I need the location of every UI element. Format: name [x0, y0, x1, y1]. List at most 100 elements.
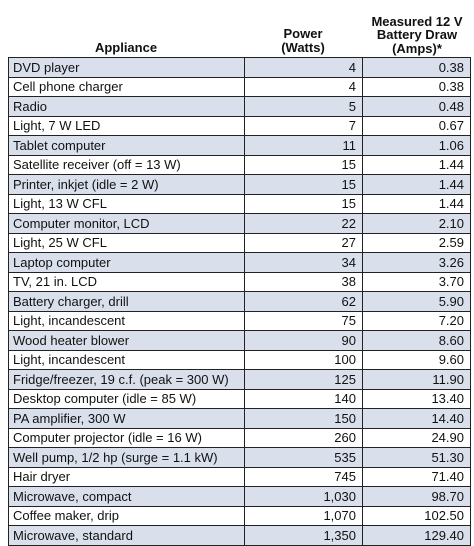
- cell-appliance: DVD player: [8, 57, 245, 78]
- appliance-table-body: DVD player 4 0.38 Cell phone charger 4 0.38 Ra…: [8, 57, 471, 546]
- cell-battery-draw-amps: 129.40: [362, 525, 471, 546]
- cell-power-watts: 4: [244, 76, 363, 97]
- table-row: Desktop computer (idle = 85 W) 140 13.40: [8, 388, 471, 409]
- table-row: Printer, inkjet (idle = 2 W) 15 1.44: [8, 174, 471, 195]
- table-row: Light, 13 W CFL 15 1.44: [8, 193, 471, 214]
- cell-appliance: Light, 7 W LED: [8, 115, 245, 136]
- cell-appliance: Computer monitor, LCD: [8, 213, 245, 234]
- cell-appliance: Laptop computer: [8, 252, 245, 273]
- cell-appliance: Printer, inkjet (idle = 2 W): [8, 174, 245, 195]
- cell-appliance: Light, 13 W CFL: [8, 193, 245, 214]
- cell-battery-draw-amps: 14.40: [362, 408, 471, 429]
- cell-appliance: Light, incandescent: [8, 310, 245, 331]
- cell-power-watts: 1,070: [244, 505, 363, 526]
- cell-power-watts: 7: [244, 115, 363, 136]
- column-header-amps-line3: (Amps)*: [392, 40, 442, 56]
- cell-power-watts: 15: [244, 154, 363, 175]
- cell-battery-draw-amps: 0.67: [362, 115, 471, 136]
- cell-power-watts: 11: [244, 135, 363, 156]
- table-row: DVD player 4 0.38: [8, 57, 471, 78]
- cell-appliance: PA amplifier, 300 W: [8, 408, 245, 429]
- column-header-power-line1: Power: [283, 26, 323, 41]
- cell-battery-draw-amps: 2.10: [362, 213, 471, 234]
- column-header-amps-line2: Battery Draw: [376, 27, 458, 42]
- cell-power-watts: 38: [244, 271, 363, 292]
- cell-appliance: Battery charger, drill: [8, 291, 245, 312]
- table-row: Microwave, compact 1,030 98.70: [8, 486, 471, 507]
- table-row: Microwave, standard 1,350 129.40: [8, 525, 471, 546]
- table-row: PA amplifier, 300 W 150 14.40: [8, 408, 471, 429]
- table-row: Satellite receiver (off = 13 W) 15 1.44: [8, 154, 471, 175]
- cell-appliance: Coffee maker, drip: [8, 505, 245, 526]
- cell-battery-draw-amps: 102.50: [362, 505, 471, 526]
- cell-battery-draw-amps: 71.40: [362, 466, 471, 487]
- cell-appliance: Light, 25 W CFL: [8, 232, 245, 253]
- cell-power-watts: 140: [244, 388, 363, 409]
- cell-appliance: Satellite receiver (off = 13 W): [8, 154, 245, 175]
- cell-appliance: Cell phone charger: [8, 76, 245, 97]
- cell-appliance: Microwave, compact: [8, 486, 245, 507]
- cell-battery-draw-amps: 3.26: [362, 252, 471, 273]
- cell-appliance: Desktop computer (idle = 85 W): [8, 388, 245, 409]
- cell-appliance: Light, incandescent: [8, 349, 245, 370]
- table-row: Well pump, 1/2 hp (surge = 1.1 kW) 535 51.…: [8, 447, 471, 468]
- cell-appliance: Computer projector (idle = 16 W): [8, 427, 245, 448]
- cell-appliance: Hair dryer: [8, 466, 245, 487]
- cell-appliance: Well pump, 1/2 hp (surge = 1.1 kW): [8, 447, 245, 468]
- cell-battery-draw-amps: 5.90: [362, 291, 471, 312]
- cell-power-watts: 62: [244, 291, 363, 312]
- cell-battery-draw-amps: 24.90: [362, 427, 471, 448]
- cell-battery-draw-amps: 1.44: [362, 193, 471, 214]
- column-header-appliance-text: Appliance: [94, 40, 158, 55]
- column-header-amps: Measured 12 V Battery Draw (Amps)*: [362, 13, 472, 56]
- table-row: Battery charger, drill 62 5.90: [8, 291, 471, 312]
- table-header: Appliance Power (Watts) Measured 12 V Ba…: [0, 0, 474, 57]
- cell-power-watts: 260: [244, 427, 363, 448]
- table-row: Hair dryer 745 71.40: [8, 466, 471, 487]
- cell-power-watts: 1,030: [244, 486, 363, 507]
- cell-battery-draw-amps: 9.60: [362, 349, 471, 370]
- table-row: Light, incandescent 100 9.60: [8, 349, 471, 370]
- cell-appliance: Radio: [8, 96, 245, 117]
- table-row: Wood heater blower 90 8.60: [8, 330, 471, 351]
- table-row: Light, 25 W CFL 27 2.59: [8, 232, 471, 253]
- cell-power-watts: 75: [244, 310, 363, 331]
- cell-battery-draw-amps: 98.70: [362, 486, 471, 507]
- column-header-power-line2: (Watts): [281, 40, 325, 55]
- cell-appliance: Tablet computer: [8, 135, 245, 156]
- table-row: Light, incandescent 75 7.20: [8, 310, 471, 331]
- cell-battery-draw-amps: 3.70: [362, 271, 471, 292]
- cell-battery-draw-amps: 1.44: [362, 174, 471, 195]
- table-row: Tablet computer 11 1.06: [8, 135, 471, 156]
- cell-battery-draw-amps: 11.90: [362, 369, 471, 390]
- cell-power-watts: 535: [244, 447, 363, 468]
- cell-battery-draw-amps: 7.20: [362, 310, 471, 331]
- cell-appliance: TV, 21 in. LCD: [8, 271, 245, 292]
- cell-power-watts: 745: [244, 466, 363, 487]
- cell-battery-draw-amps: 0.38: [362, 57, 471, 78]
- cell-power-watts: 27: [244, 232, 363, 253]
- table-row: Cell phone charger 4 0.38: [8, 76, 471, 97]
- cell-battery-draw-amps: 0.38: [362, 76, 471, 97]
- cell-battery-draw-amps: 2.59: [362, 232, 471, 253]
- cell-power-watts: 90: [244, 330, 363, 351]
- table-row: Laptop computer 34 3.26: [8, 252, 471, 273]
- column-header-amps-line1: Measured 12 V: [371, 13, 463, 29]
- cell-power-watts: 15: [244, 174, 363, 195]
- cell-power-watts: 150: [244, 408, 363, 429]
- cell-battery-draw-amps: 51.30: [362, 447, 471, 468]
- cell-appliance: Microwave, standard: [8, 525, 245, 546]
- table-row: Computer projector (idle = 16 W) 260 24.90: [8, 427, 471, 448]
- cell-power-watts: 22: [244, 213, 363, 234]
- cell-power-watts: 15: [244, 193, 363, 214]
- cell-appliance: Wood heater blower: [8, 330, 245, 351]
- table-row: TV, 21 in. LCD 38 3.70: [8, 271, 471, 292]
- cell-battery-draw-amps: 13.40: [362, 388, 471, 409]
- cell-power-watts: 5: [244, 96, 363, 117]
- cell-battery-draw-amps: 0.48: [362, 96, 471, 117]
- appliance-table: DVD player 4 0.38 Cell phone charger 4 0.38 Ra…: [8, 57, 471, 546]
- table-row: Computer monitor, LCD 22 2.10: [8, 213, 471, 234]
- cell-power-watts: 125: [244, 369, 363, 390]
- cell-battery-draw-amps: 1.44: [362, 154, 471, 175]
- column-header-power: Power (Watts): [244, 27, 362, 55]
